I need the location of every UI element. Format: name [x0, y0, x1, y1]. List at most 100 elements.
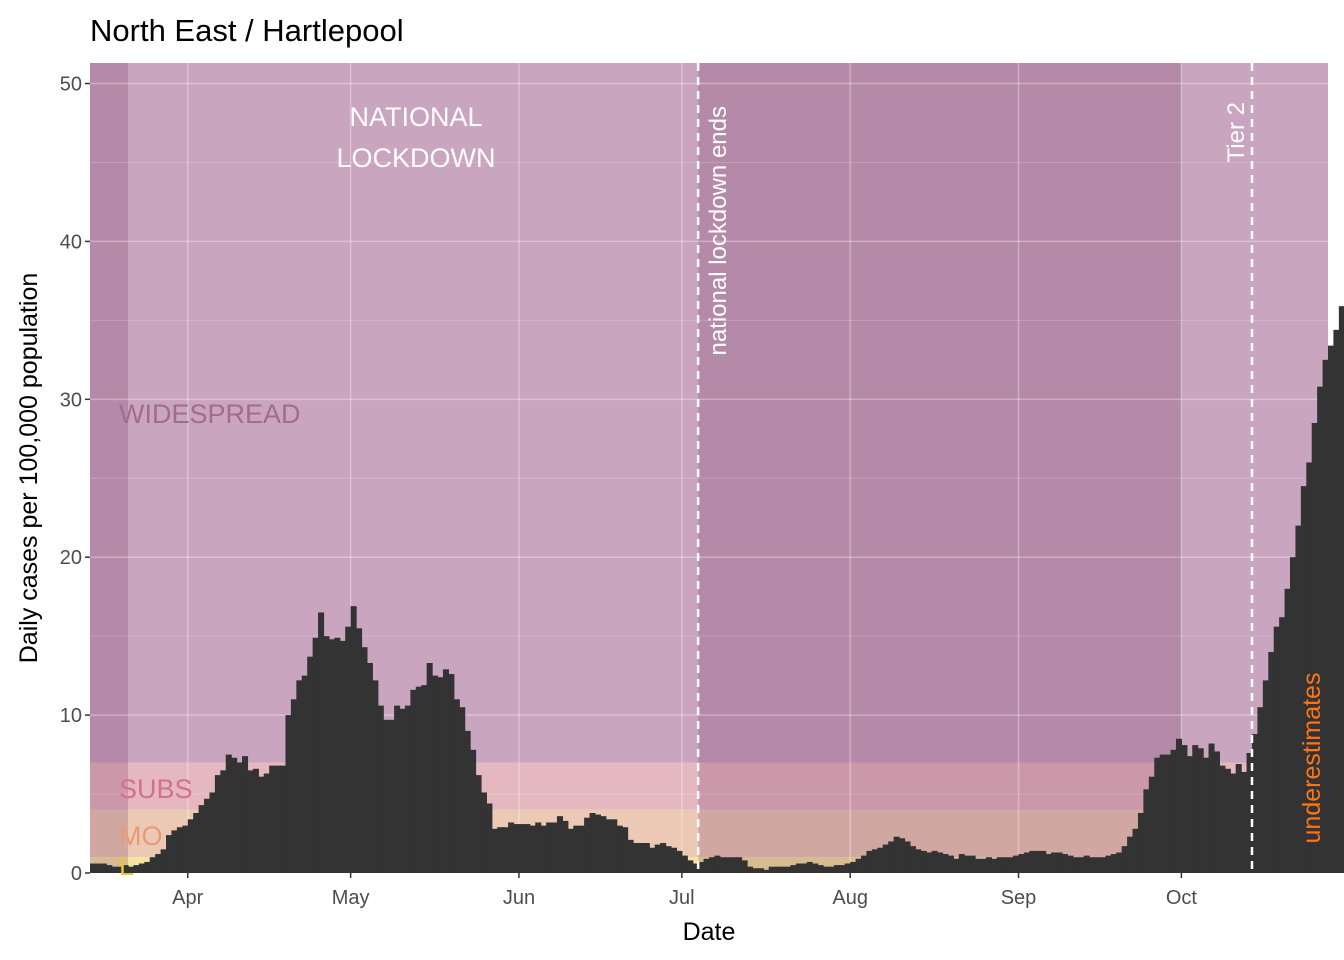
bar	[1322, 359, 1329, 873]
bar	[909, 846, 916, 873]
bar	[1007, 857, 1014, 873]
chart-title: North East / Hartlepool	[90, 13, 404, 48]
bar	[415, 686, 422, 873]
bar	[774, 866, 781, 873]
bar	[1099, 857, 1106, 873]
bar	[785, 866, 792, 873]
bar	[100, 863, 107, 873]
bar	[138, 863, 145, 873]
bar	[209, 792, 216, 873]
bar	[844, 863, 851, 873]
bar	[1311, 423, 1318, 873]
underestimates-label: underestimates	[1298, 673, 1326, 844]
bar	[383, 719, 390, 873]
bar	[1051, 852, 1058, 873]
bar	[882, 844, 889, 873]
bar	[453, 699, 460, 873]
bar	[133, 865, 140, 873]
bar	[1159, 754, 1166, 873]
bar	[801, 863, 808, 873]
bar	[160, 849, 167, 873]
bar	[622, 827, 629, 873]
bar	[654, 844, 661, 873]
bar	[198, 805, 205, 873]
y-tick-label: 50	[60, 74, 82, 96]
x-tick-label: Aug	[832, 887, 868, 909]
bar	[616, 825, 623, 873]
bar	[1116, 852, 1123, 873]
bar	[334, 637, 341, 873]
bars	[90, 306, 1344, 873]
bar	[394, 705, 401, 873]
risk-band-widespread	[90, 63, 1328, 763]
bar	[225, 754, 232, 873]
bar	[187, 819, 194, 873]
bar	[839, 865, 846, 873]
bar	[1067, 855, 1074, 873]
bar	[578, 825, 585, 873]
bar	[714, 855, 721, 873]
event-label-tier-2: Tier 2	[1223, 102, 1250, 162]
bar	[247, 770, 254, 873]
bar	[312, 637, 319, 873]
bar	[1257, 707, 1264, 873]
bar	[442, 669, 449, 873]
bar	[730, 857, 737, 873]
bar	[236, 762, 243, 873]
bar	[1197, 748, 1204, 873]
bar	[725, 857, 732, 873]
bar	[111, 866, 118, 873]
bar	[1230, 773, 1237, 873]
band-label-moderate: MO	[119, 821, 163, 851]
bar	[1181, 745, 1188, 873]
bar	[1018, 854, 1025, 873]
bar	[692, 863, 699, 873]
bar	[1045, 854, 1052, 873]
bar	[535, 822, 542, 873]
event-label-lockdown-ends: national lockdown ends	[705, 106, 732, 356]
lockdown-label-line1: NATIONAL	[349, 102, 482, 132]
bar	[1262, 680, 1269, 873]
bar	[1013, 855, 1020, 873]
bar	[1072, 857, 1079, 873]
bar	[1219, 765, 1226, 873]
bar	[562, 820, 569, 873]
bar	[366, 663, 373, 873]
bar	[953, 858, 960, 873]
bar	[285, 715, 292, 873]
bar	[540, 825, 547, 873]
bar	[491, 828, 498, 873]
bar	[345, 626, 352, 873]
bar	[182, 825, 189, 873]
bar	[486, 803, 493, 873]
bar	[193, 813, 200, 873]
bar	[850, 861, 857, 873]
bar	[269, 765, 276, 873]
bar	[280, 765, 287, 873]
bar	[220, 770, 227, 873]
bar	[594, 814, 602, 873]
bar	[404, 705, 411, 873]
bar	[1056, 852, 1063, 873]
bar	[899, 838, 906, 873]
bar	[1083, 855, 1090, 873]
y-tick-label: 10	[60, 705, 82, 727]
bar	[687, 860, 694, 873]
bar	[1089, 857, 1096, 873]
bar	[1338, 306, 1344, 873]
bar	[95, 863, 102, 873]
bar	[1170, 749, 1177, 873]
bar	[356, 628, 363, 873]
bar	[546, 822, 553, 873]
x-axis-label: Date	[683, 918, 736, 946]
bar	[991, 858, 998, 873]
bar	[1002, 857, 1009, 873]
bar	[1306, 462, 1313, 873]
bar	[90, 863, 97, 873]
bar	[258, 776, 265, 873]
bar	[573, 825, 580, 873]
bar	[779, 866, 786, 873]
bar	[1295, 525, 1302, 873]
bar	[497, 827, 504, 873]
risk-bands	[90, 63, 1328, 873]
